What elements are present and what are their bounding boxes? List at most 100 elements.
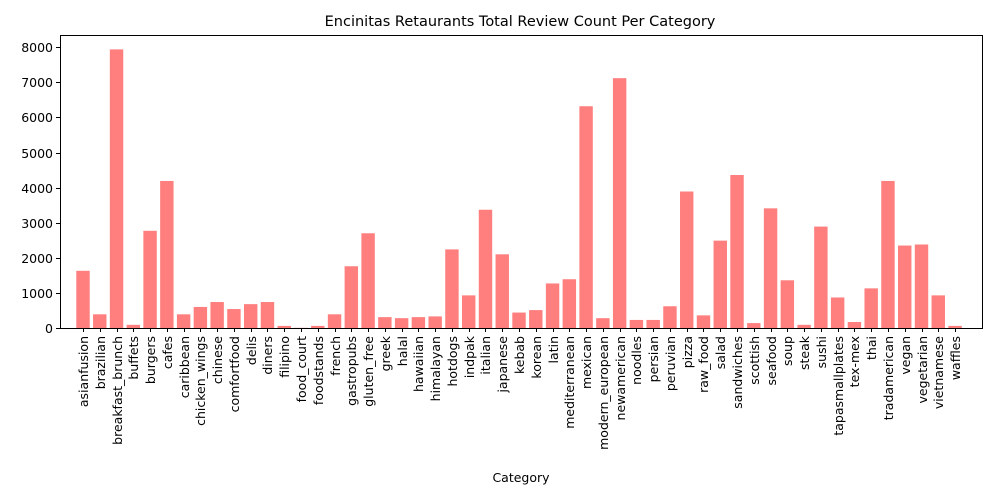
x-tick-label: french — [328, 336, 343, 376]
x-tick-label: foodstands — [311, 336, 326, 405]
bar-french — [327, 314, 342, 328]
bar-chicken_wings — [193, 306, 208, 328]
bar-indpak — [462, 295, 476, 328]
bar-newamerican — [612, 78, 627, 328]
bar-brazilian — [93, 314, 107, 328]
x-tick-label: delis — [244, 336, 259, 365]
y-tick-label: 2000 — [21, 251, 53, 266]
x-tick-label: chinese — [210, 336, 225, 384]
x-tick-label: korean — [529, 336, 544, 379]
y-tick-label: 5000 — [21, 146, 53, 161]
x-tick-label: gastropubs — [344, 336, 359, 406]
bar-hotdogs — [445, 249, 459, 328]
x-tick-label: indpak — [462, 335, 477, 378]
x-tick-label: tapasmallplates — [831, 336, 846, 436]
x-tick-label: asianfusion — [76, 336, 91, 407]
bar-mexican — [579, 106, 593, 328]
bars-layer — [76, 49, 962, 328]
x-tick-label: cafes — [160, 336, 175, 369]
bar-tapasmallplates — [830, 297, 845, 328]
x-tick-label: persian — [646, 336, 661, 382]
chart-title: Encinitas Retaurants Total Review Count … — [325, 14, 716, 30]
bar-japanese — [495, 254, 509, 328]
x-tick-label: peruvian — [663, 336, 678, 391]
bar-gluten_free — [361, 233, 375, 328]
bar-korean — [529, 310, 543, 328]
bar-thai — [864, 288, 878, 328]
x-tick-label: diners — [260, 336, 275, 375]
x-tick-label: raw_food — [696, 336, 711, 393]
bar-persian — [646, 319, 660, 328]
bar-peruvian — [663, 306, 677, 328]
x-tick-label: buffets — [126, 336, 141, 380]
x-tick-label: comfortfood — [227, 336, 242, 412]
bar-comfortfood — [227, 309, 241, 328]
bar-hawaiian — [411, 317, 426, 328]
x-tick-label: filipino — [277, 336, 292, 378]
bar-delis — [243, 304, 258, 328]
x-tick-label: sandwiches — [730, 336, 745, 409]
bar-cafes — [160, 180, 174, 328]
x-tick-label: tradamerican — [881, 336, 896, 420]
x-tick-label: gluten_free — [361, 336, 376, 407]
bar-soup — [780, 280, 795, 328]
bar-foodstands — [311, 325, 325, 328]
x-tick-label: vegan — [898, 336, 913, 375]
x-tick-label: steak — [797, 335, 812, 370]
bar-vegan — [898, 245, 912, 328]
bar-sandwiches — [730, 175, 744, 328]
bar-vietnamese — [931, 295, 945, 328]
x-tick-label: vietnamese — [931, 336, 946, 409]
x-tick-label: italian — [478, 336, 493, 375]
bar-breakfast_brunch — [109, 49, 124, 328]
bar-raw_food — [696, 315, 711, 328]
x-tick-label: himalayan — [428, 336, 443, 401]
x-tick-label: thai — [864, 336, 879, 360]
x-tick-label: scottish — [747, 336, 762, 385]
bar-chinese — [210, 302, 224, 328]
x-tick-label: tex-mex — [847, 336, 862, 387]
x-tick-label: mediterranean — [562, 336, 577, 429]
bar-latin — [545, 283, 560, 328]
y-tick-label: 3000 — [21, 216, 53, 231]
bar-tex-mex — [847, 322, 862, 328]
x-tick-label: latin — [546, 336, 561, 363]
x-tick-label: food_court — [294, 336, 309, 402]
bar-vegetarian — [914, 244, 929, 328]
bar-noodles — [629, 319, 644, 328]
x-tick-label: brazilian — [93, 336, 108, 389]
bar-burgers — [143, 230, 157, 328]
bar-steak — [797, 324, 811, 328]
bar-himalayan — [428, 316, 442, 328]
plot-frame — [60, 35, 983, 329]
x-tick-label: soup — [780, 336, 795, 366]
bar-gastropubs — [344, 266, 359, 328]
x-tick-label: halal — [395, 336, 410, 366]
x-tick-label: noodles — [629, 336, 644, 385]
x-tick-label: japanese — [495, 336, 510, 394]
bar-modern_european — [596, 318, 610, 328]
x-tick-label: chicken_wings — [193, 336, 208, 426]
bar-salad — [713, 240, 727, 328]
x-tick-label: vegetarian — [915, 336, 930, 403]
x-tick-label: sushi — [814, 336, 829, 368]
x-tick-label: hawaiian — [411, 336, 426, 392]
x-tick-label: waffles — [948, 336, 963, 380]
bar-caribbean — [176, 314, 191, 328]
bar-mediterranean — [562, 279, 577, 328]
y-tick-label: 6000 — [21, 110, 53, 125]
x-tick-label: hotdogs — [445, 336, 460, 387]
x-tick-label: caribbean — [177, 336, 192, 398]
x-tick-label: kebab — [512, 336, 527, 374]
y-tick-label: 7000 — [21, 75, 53, 90]
x-tick-label: mexican — [579, 336, 594, 389]
bar-seafood — [763, 208, 778, 328]
bar-waffles — [948, 325, 962, 328]
x-tick-label: greek — [378, 335, 393, 371]
y-tick-label: 0 — [45, 321, 53, 336]
bar-diners — [260, 302, 275, 328]
bar-buffets — [126, 324, 141, 328]
x-tick-label: burgers — [143, 336, 158, 384]
